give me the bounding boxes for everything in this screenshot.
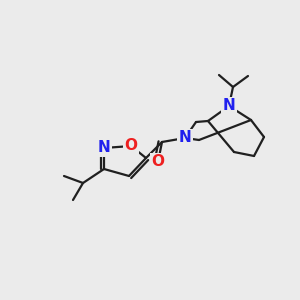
Text: O: O bbox=[124, 139, 137, 154]
Text: N: N bbox=[178, 130, 191, 146]
Text: N: N bbox=[98, 140, 110, 155]
Text: N: N bbox=[223, 98, 236, 113]
Text: O: O bbox=[152, 154, 164, 169]
